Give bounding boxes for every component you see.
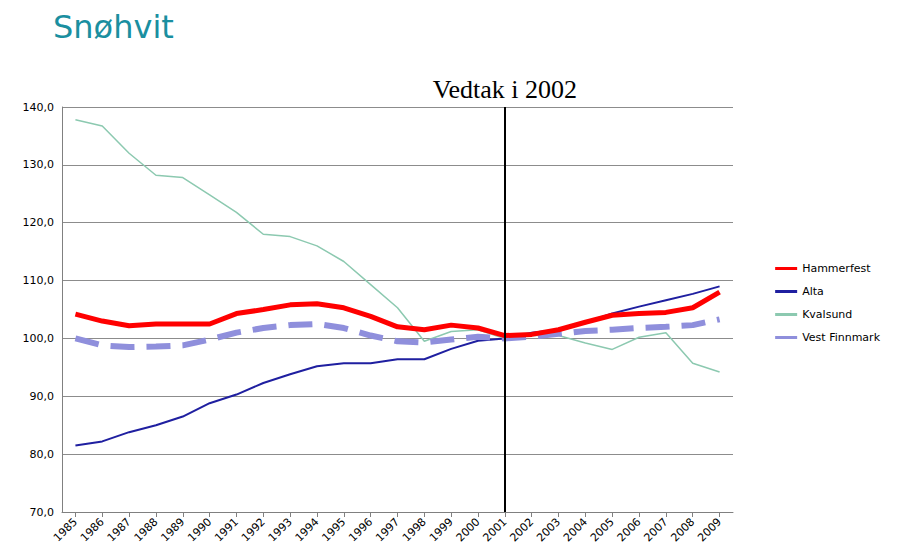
- svg-text:80,0: 80,0: [30, 448, 55, 461]
- svg-text:2002: 2002: [507, 515, 536, 544]
- svg-text:1991: 1991: [212, 515, 241, 544]
- svg-text:100,0: 100,0: [23, 332, 55, 345]
- svg-text:2003: 2003: [534, 515, 563, 544]
- svg-text:70,0: 70,0: [30, 506, 55, 519]
- svg-text:Snøhvit: Snøhvit: [53, 8, 174, 46]
- svg-text:2006: 2006: [615, 515, 644, 544]
- svg-text:130,0: 130,0: [23, 158, 55, 171]
- svg-text:2009: 2009: [695, 515, 724, 544]
- svg-text:2001: 2001: [480, 515, 509, 544]
- svg-text:1987: 1987: [105, 515, 134, 544]
- svg-text:Vest Finnmark: Vest Finnmark: [802, 331, 880, 344]
- svg-text:1997: 1997: [373, 515, 402, 544]
- svg-text:2007: 2007: [642, 515, 671, 544]
- svg-text:120,0: 120,0: [23, 216, 55, 229]
- svg-text:1988: 1988: [132, 515, 161, 544]
- svg-text:Kvalsund: Kvalsund: [802, 308, 852, 321]
- svg-text:1993: 1993: [266, 515, 295, 544]
- svg-text:Vedtak i 2002: Vedtak i 2002: [433, 75, 577, 104]
- svg-text:1989: 1989: [158, 515, 187, 544]
- svg-text:1990: 1990: [185, 515, 214, 544]
- svg-text:1994: 1994: [293, 515, 322, 544]
- svg-text:2004: 2004: [561, 515, 590, 544]
- svg-text:2008: 2008: [668, 515, 697, 544]
- svg-text:1985: 1985: [51, 515, 80, 544]
- svg-text:Hammerfest: Hammerfest: [802, 262, 871, 275]
- svg-text:2000: 2000: [454, 515, 483, 544]
- svg-text:1995: 1995: [319, 515, 348, 544]
- svg-text:1992: 1992: [239, 515, 268, 544]
- svg-text:1996: 1996: [346, 515, 375, 544]
- svg-text:Alta: Alta: [802, 285, 824, 298]
- svg-text:110,0: 110,0: [23, 274, 55, 287]
- svg-text:2005: 2005: [588, 515, 617, 544]
- svg-text:1986: 1986: [78, 515, 107, 544]
- svg-text:140,0: 140,0: [23, 101, 55, 114]
- svg-text:1999: 1999: [427, 515, 456, 544]
- svg-text:90,0: 90,0: [30, 390, 55, 403]
- svg-text:1998: 1998: [400, 515, 429, 544]
